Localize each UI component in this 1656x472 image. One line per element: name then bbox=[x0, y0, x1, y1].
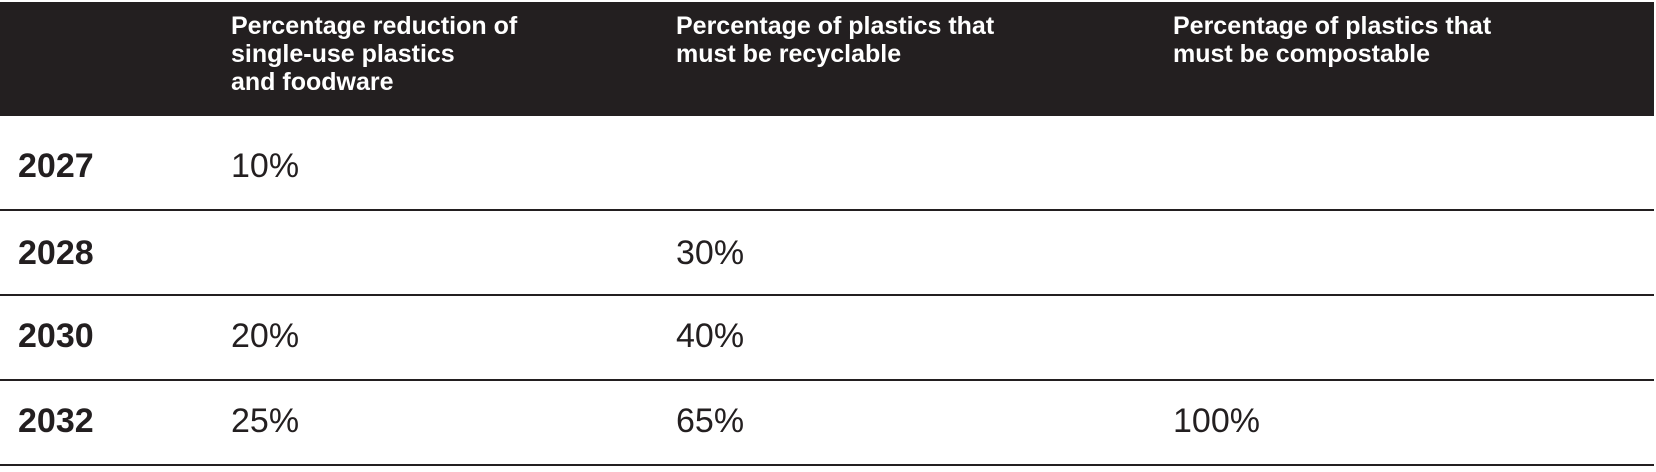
table-row: 2032 25% 65% 100% bbox=[0, 381, 1654, 466]
row-year: 2027 bbox=[18, 147, 94, 185]
header-recyclable: Percentage of plastics that must be recy… bbox=[676, 12, 995, 68]
table-row: 2028 30% bbox=[0, 211, 1654, 296]
row-year: 2030 bbox=[18, 317, 94, 355]
header-compostable: Percentage of plastics that must be comp… bbox=[1173, 12, 1492, 68]
table-row: 2027 10% bbox=[0, 116, 1654, 211]
reduction-value: 25% bbox=[231, 402, 300, 440]
recyclable-value: 40% bbox=[676, 317, 745, 355]
recyclable-value: 30% bbox=[676, 234, 745, 272]
table-header: Percentage reduction of single-use plast… bbox=[0, 0, 1654, 116]
compostable-value: 100% bbox=[1173, 402, 1260, 440]
recyclable-value: 65% bbox=[676, 402, 745, 440]
row-year: 2028 bbox=[18, 234, 94, 272]
row-year: 2032 bbox=[18, 402, 94, 440]
reduction-value: 10% bbox=[231, 147, 300, 185]
table-row: 2030 20% 40% bbox=[0, 296, 1654, 381]
reduction-value: 20% bbox=[231, 317, 300, 355]
header-reduction: Percentage reduction of single-use plast… bbox=[231, 12, 518, 96]
